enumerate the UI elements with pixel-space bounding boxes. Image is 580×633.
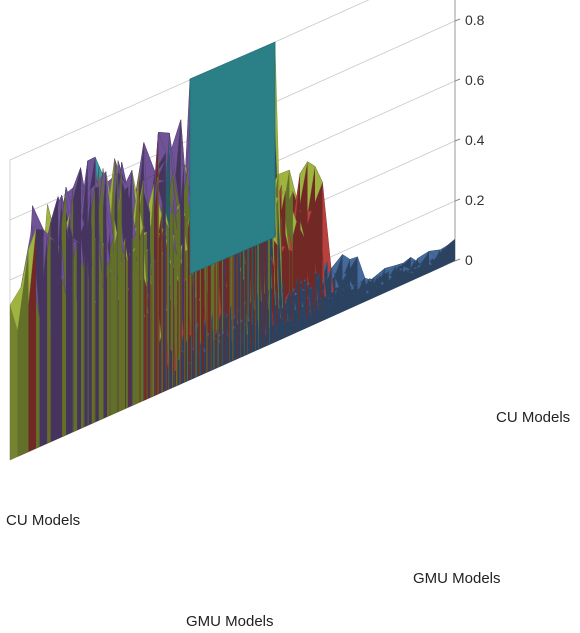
z-tick-mark (454, 78, 461, 82)
z-tick-label: 0.6 (465, 72, 485, 88)
axis-label-cu-left: CU Models (6, 512, 80, 529)
diagonal-ridge-face (189, 41, 276, 275)
z-tick-mark (454, 258, 461, 262)
z-tick-label: 0.2 (465, 192, 485, 208)
surface-side (17, 249, 29, 457)
diagonal-ridge (189, 40, 280, 275)
axis-label-gmu-bottom: GMU Models (186, 613, 274, 630)
z-tick-label: 0.4 (465, 132, 485, 148)
diagonal-ridge-top (190, 40, 280, 79)
gridline-back-wall (274, 20, 456, 103)
z-tick-label: 0 (465, 252, 473, 268)
gridline-back-wall (274, 0, 370, 43)
surface-cell (9, 249, 29, 331)
gridline-back-wall (274, 80, 456, 163)
z-axis-ticks: 00.20.40.60.81 (454, 12, 485, 268)
z-tick-mark (454, 18, 461, 22)
surface-side (9, 305, 18, 461)
axis-label-gmu-right: GMU Models (413, 570, 501, 587)
z-tick-mark (454, 138, 461, 142)
z-tick-mark (454, 198, 461, 202)
z-tick-label: 0.8 (465, 12, 485, 28)
axis-label-cu-right: CU Models (496, 409, 570, 426)
